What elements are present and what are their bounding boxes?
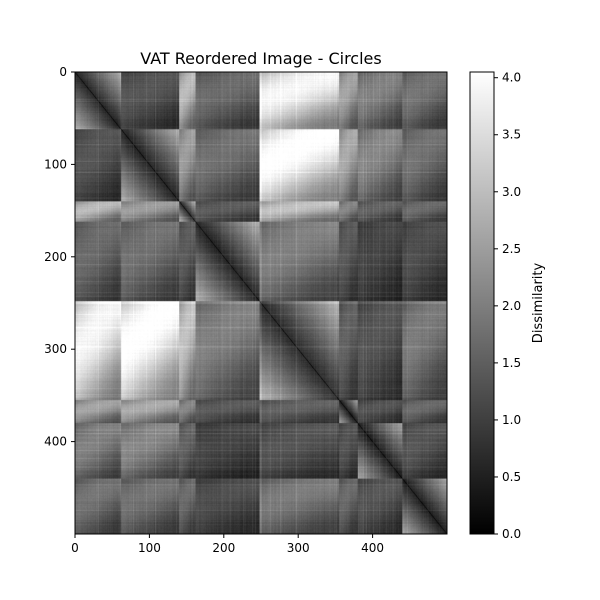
x-axis: 0 100 200 300 400 (71, 534, 384, 555)
x-tick-label: 300 (287, 541, 310, 555)
colorbar-label: Dissimilarity (531, 263, 546, 344)
colorbar-tick-label: 4.0 (502, 71, 521, 85)
chart-title: VAT Reordered Image - Circles (140, 49, 381, 68)
x-tick-label: 200 (212, 541, 235, 555)
colorbar-tick-label: 0.0 (502, 527, 521, 541)
colorbar-tick-label: 2.5 (502, 242, 521, 256)
heatmap-image-wrapper (75, 72, 447, 534)
colorbar-tick-label: 3.0 (502, 185, 521, 199)
colorbar-tick-label: 3.5 (502, 128, 521, 142)
x-tick-label: 100 (138, 541, 161, 555)
y-tick-label: 200 (44, 250, 67, 264)
colorbar-tick-label: 2.0 (502, 299, 521, 313)
y-tick-label: 0 (59, 65, 67, 79)
colorbar-frame (469, 71, 495, 535)
x-tick-label: 0 (71, 541, 79, 555)
y-tick-label: 300 (44, 342, 67, 356)
colorbar-tick-label: 0.5 (502, 470, 521, 484)
colorbar-tick-label: 1.0 (502, 413, 521, 427)
plot-frame (74, 71, 448, 535)
y-tick-label: 100 (44, 157, 67, 171)
x-tick-label: 400 (361, 541, 384, 555)
colorbar-tick-label: 1.5 (502, 356, 521, 370)
colorbar-gradient (470, 72, 494, 534)
y-tick-label: 400 (44, 435, 67, 449)
colorbar-axis: 0.0 0.5 1.0 1.5 2.0 2.5 3.0 3.5 4.0 (494, 71, 521, 541)
y-axis: 0 100 200 300 400 (44, 65, 75, 449)
heatmap-canvas (75, 72, 447, 534)
